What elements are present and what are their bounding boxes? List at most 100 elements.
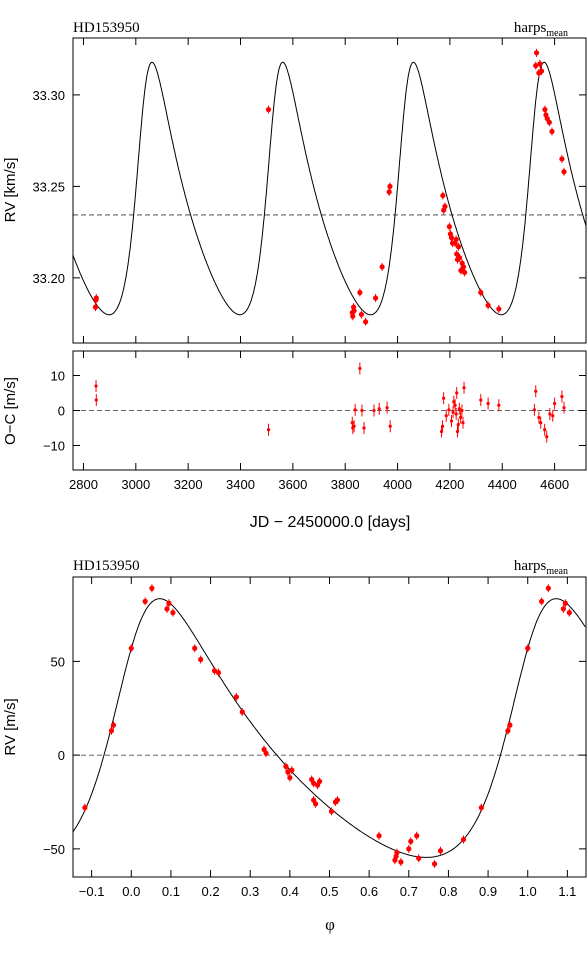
x-axis-label: φ [325,915,335,934]
data-point [394,850,400,856]
data-point [455,244,462,250]
x-axis-label: JD − 2450000.0 [days] [250,514,411,531]
data-point [545,435,549,439]
y-tick-label: 33.25 [32,179,65,194]
data-point [444,414,448,418]
data-point [149,585,155,591]
data-point [453,236,459,243]
data-point [406,846,412,852]
data-point [560,394,564,399]
data-point [452,400,456,404]
y-axis-label: O−C [m/s] [2,377,19,445]
data-point [442,203,448,210]
data-point [497,403,501,407]
y-tick-label: −10 [43,439,65,454]
data-point [108,728,115,734]
data-point [561,169,567,175]
data-point [377,407,381,411]
model-curve [72,598,586,858]
data-point [449,419,454,423]
axis-ticks: −0.1 0.0 0.1 0.2 0.3 0.4 0.5 0.6 0.7 0.8 0.9 1.0 1.1… [43,577,586,899]
data-point [542,106,548,113]
data-point [283,763,289,769]
data-point [462,386,466,390]
data-point [534,389,538,393]
x-tick-label: 0.8 [439,884,457,899]
data-point [350,421,354,425]
plot-frame [72,350,587,471]
data-point [546,119,552,125]
data-points [94,362,566,443]
data-point [566,610,572,616]
data-point [448,235,455,241]
data-point [170,610,176,616]
x-tick-label: 0.6 [360,884,378,899]
data-point [334,797,341,803]
data-point [311,780,317,786]
data-point [358,366,362,371]
x-tick-label: 3800 [331,477,360,492]
data-point [486,401,490,406]
data-point [166,600,172,606]
x-tick-label: 1.1 [558,884,576,899]
data-point [496,306,502,312]
data-point [453,403,457,407]
data-point [387,183,393,189]
plot-frame [72,37,587,344]
data-point [538,68,545,74]
x-tick-label: 4000 [383,477,412,492]
data-point [532,408,537,412]
y-axis-label: RV [m/s] [2,698,19,755]
data-point [289,767,295,773]
data-point [456,422,460,427]
data-point [485,302,491,308]
star-title: HD153950 [73,558,140,574]
data-point [164,606,170,612]
axis-ticks: 33.20 33.25 33.30 [32,38,586,343]
data-point [455,429,460,434]
data-point [408,838,414,844]
data-point [431,861,438,867]
data-point [350,313,356,319]
plot-frame [72,576,587,878]
x-tick-label: 3400 [226,477,255,492]
data-point [379,264,385,270]
data-point [454,251,460,257]
data-point [454,412,458,416]
data-point [372,295,379,301]
x-tick-label: 0.2 [202,884,220,899]
rv-time-series-panel: 33.20 33.25 33.30 HD153950 harpsmean RV [k… [2,20,587,344]
data-point [82,805,88,811]
data-point [552,401,557,406]
x-tick-label: 0.1 [162,884,180,899]
data-point [456,255,463,261]
x-tick-label: 1.0 [519,884,537,899]
data-point [460,836,467,843]
x-tick-label: 0.5 [320,884,338,899]
data-point [211,668,218,674]
data-point [357,289,363,296]
data-point [92,304,99,310]
data-point [263,750,269,756]
data-point [533,50,540,56]
x-tick-label: 0.9 [479,884,497,899]
data-point [266,428,271,432]
data-point [479,398,483,402]
data-point [507,722,513,728]
data-point [537,415,541,420]
x-tick-label: 3200 [174,477,203,492]
x-tick-label: 0.4 [281,884,299,899]
data-point [239,709,245,715]
data-point [548,412,552,416]
instrument-label: harpsmean [514,20,568,39]
data-point [198,656,204,663]
data-point [442,396,446,400]
data-point [192,645,198,651]
data-point [460,408,464,413]
data-point [358,311,365,318]
y-axis-label: RV [km/s] [2,158,19,223]
data-point [437,848,444,854]
x-tick-label: 0.3 [241,884,259,899]
x-tick-label: 0.7 [400,884,418,899]
